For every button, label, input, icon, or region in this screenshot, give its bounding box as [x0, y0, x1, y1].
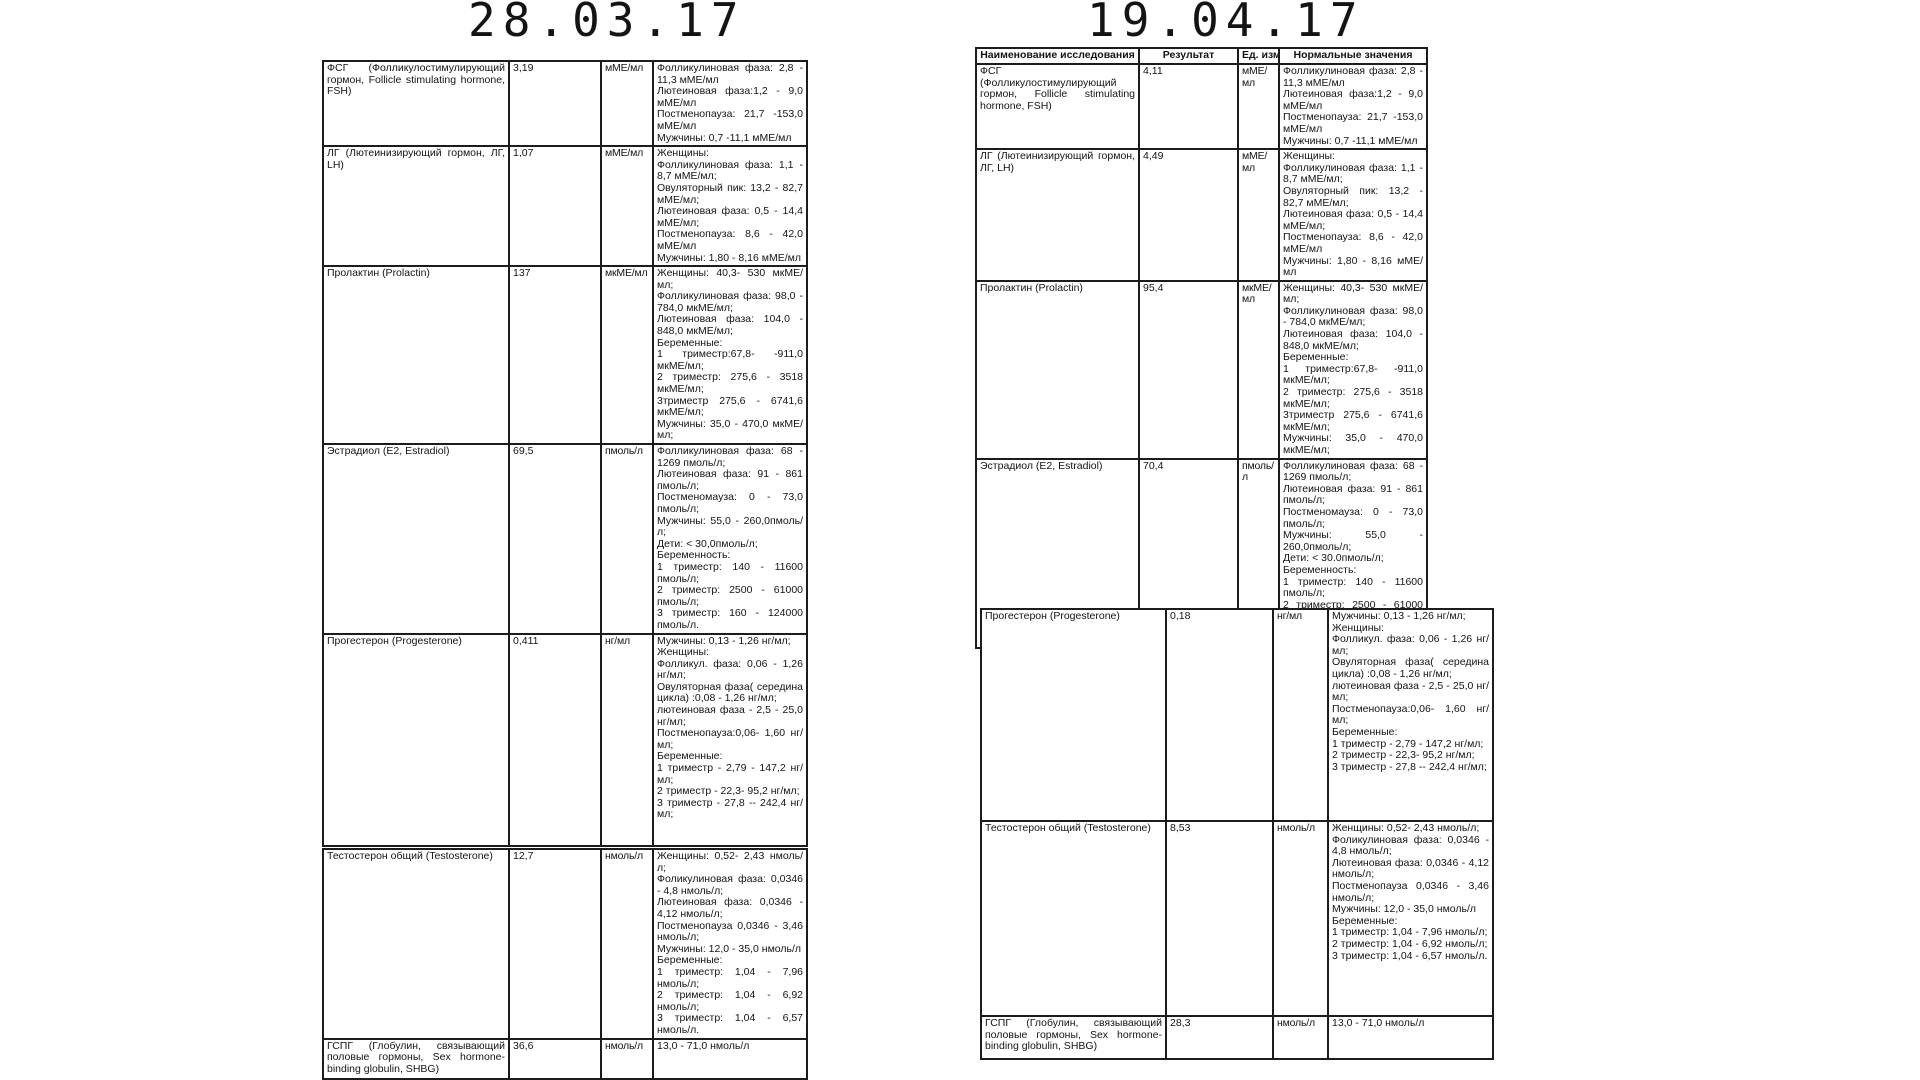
- result-value-cell: 95,4: [1138, 279, 1239, 460]
- result-value-cell: 1,07: [508, 145, 602, 268]
- test-name-cell: Пролактин (Prolactin): [975, 279, 1140, 460]
- table-header-row: Наименование исследования Результат Ед. …: [975, 47, 1428, 65]
- unit-cell: нмоль/л: [1272, 1015, 1329, 1060]
- test-name-cell: ЛГ (Лютеинизирующий гормон, ЛГ, LH): [975, 148, 1140, 282]
- header-unit: Ед. изм.: [1237, 47, 1280, 65]
- normal-range-cell: Фолликулиновая фаза: 68 - 1269 пмоль/л; …: [652, 443, 808, 635]
- unit-cell: пмоль/л: [600, 443, 654, 635]
- result-value-cell: 8,53: [1165, 820, 1274, 1017]
- result-value-cell: 0,411: [508, 632, 602, 847]
- table-row-testosterone: Тестостерон общий (Testosterone) 8,53 нм…: [980, 820, 1494, 1017]
- test-name-cell: Пролактин (Prolactin): [322, 265, 510, 445]
- results-table-right-block-1: Наименование исследования Результат Ед. …: [975, 47, 1428, 650]
- normal-range-cell: Женщины: Фолликулиновая фаза: 1,1 - 8,7 …: [652, 145, 808, 268]
- unit-cell: мМЕ/мл: [1237, 62, 1280, 151]
- unit-cell: мМЕ/мл: [600, 145, 654, 268]
- unit-cell: мМЕ/мл: [1237, 148, 1280, 282]
- table-row-progesterone: Прогестерон (Progesterone) 0,411 нг/мл М…: [322, 632, 808, 847]
- normal-range-cell: Женщины: Фолликулиновая фаза: 1,1 - 8,7 …: [1278, 148, 1428, 282]
- normal-range-cell: Фолликулиновая фаза: 2,8 - 11,3 мМЕ/мл Л…: [1278, 62, 1428, 151]
- table-row-prolactin: Пролактин (Prolactin) 137 мкМЕ/мл Женщин…: [322, 265, 808, 445]
- result-value-cell: 4,49: [1138, 148, 1239, 282]
- test-name-cell: ГСПГ (Глобулин, связывающий половые горм…: [322, 1037, 510, 1080]
- normal-range-cell: Женщины: 0,52- 2,43 нмоль/л; Фоликулинов…: [1327, 820, 1494, 1017]
- test-name-cell: Тестостерон общий (Testosterone): [322, 848, 510, 1040]
- table-row-prolactin: Пролактин (Prolactin) 95,4 мкМЕ/мл Женщи…: [975, 279, 1428, 460]
- result-value-cell: 28,3: [1165, 1015, 1274, 1060]
- unit-cell: мкМЕ/мл: [1237, 279, 1280, 460]
- normal-range-cell: Мужчины: 0,13 - 1,26 нг/мл; Женщины: Фол…: [1327, 608, 1494, 822]
- test-name-cell: ЛГ (Лютеинизирующий гормон, ЛГ, LH): [322, 145, 510, 268]
- normal-range-cell: Женщины: 40,3- 530 мкМЕ/мл; Фолликулинов…: [1278, 279, 1428, 460]
- results-table-left-block-1: ФСГ (Фолликулостимулирующий гормон, Foll…: [322, 59, 808, 847]
- unit-cell: нг/мл: [1272, 608, 1329, 822]
- results-table-right-block-2: Прогестерон (Progesterone) 0,18 нг/мл Му…: [980, 608, 1494, 1060]
- result-value-cell: 137: [508, 265, 602, 445]
- unit-cell: нмоль/л: [600, 1037, 654, 1080]
- unit-cell: нг/мл: [600, 632, 654, 847]
- table-row-shbg: ГСПГ (Глобулин, связывающий половые горм…: [322, 1037, 808, 1080]
- table-row-progesterone: Прогестерон (Progesterone) 0,18 нг/мл Му…: [980, 608, 1494, 822]
- header-test-name: Наименование исследования: [975, 47, 1140, 65]
- result-value-cell: 3,19: [508, 59, 602, 148]
- header-normal-values: Нормальные значения: [1278, 47, 1428, 65]
- test-name-cell: ФСГ (Фолликулостимулирующий гормон, Foll…: [322, 59, 510, 148]
- table-row-fsh: ФСГ (Фолликулостимулирующий гормон, Foll…: [975, 62, 1428, 151]
- table-row-estradiol: Эстрадиол (E2, Estradiol) 69,5 пмоль/л Ф…: [322, 443, 808, 635]
- unit-cell: мкМЕ/мл: [600, 265, 654, 445]
- test-name-cell: Эстрадиол (E2, Estradiol): [322, 443, 510, 635]
- table-row-lh: ЛГ (Лютеинизирующий гормон, ЛГ, LH) 1,07…: [322, 145, 808, 268]
- normal-range-cell: 13,0 - 71,0 нмоль/л: [1327, 1015, 1494, 1060]
- test-name-cell: Прогестерон (Progesterone): [322, 632, 510, 847]
- normal-range-cell: Фолликулиновая фаза: 2,8 - 11,3 мМЕ/мл Л…: [652, 59, 808, 148]
- normal-range-cell: Женщины: 40,3- 530 мкМЕ/мл; Фолликулинов…: [652, 265, 808, 445]
- test-name-cell: ГСПГ (Глобулин, связывающий половые горм…: [980, 1015, 1167, 1060]
- results-table-left-block-2: Тестостерон общий (Testosterone) 12,7 нм…: [322, 848, 808, 1080]
- date-heading-left: 28.03.17: [468, 0, 746, 47]
- unit-cell: нмоль/л: [1272, 820, 1329, 1017]
- unit-cell: нмоль/л: [600, 848, 654, 1040]
- result-value-cell: 0,18: [1165, 608, 1274, 822]
- header-result: Результат: [1138, 47, 1239, 65]
- result-value-cell: 4,11: [1138, 62, 1239, 151]
- table-row-fsh: ФСГ (Фолликулостимулирующий гормон, Foll…: [322, 59, 808, 148]
- table-row-testosterone: Тестостерон общий (Testosterone) 12,7 нм…: [322, 848, 808, 1040]
- test-name-cell: Прогестерон (Progesterone): [980, 608, 1167, 822]
- result-value-cell: 12,7: [508, 848, 602, 1040]
- normal-range-cell: Мужчины: 0,13 - 1,26 нг/мл; Женщины: Фол…: [652, 632, 808, 847]
- date-heading-right: 19.04.17: [1087, 0, 1365, 47]
- table-row-shbg: ГСПГ (Глобулин, связывающий половые горм…: [980, 1015, 1494, 1060]
- test-name-cell: Тестостерон общий (Testosterone): [980, 820, 1167, 1017]
- test-name-cell: ФСГ (Фолликулостимулирующий гормон, Foll…: [975, 62, 1140, 151]
- normal-range-cell: 13,0 - 71,0 нмоль/л: [652, 1037, 808, 1080]
- result-value-cell: 69,5: [508, 443, 602, 635]
- unit-cell: мМЕ/мл: [600, 59, 654, 148]
- result-value-cell: 36,6: [508, 1037, 602, 1080]
- normal-range-cell: Женщины: 0,52- 2,43 нмоль/л; Фоликулинов…: [652, 848, 808, 1040]
- table-row-lh: ЛГ (Лютеинизирующий гормон, ЛГ, LH) 4,49…: [975, 148, 1428, 282]
